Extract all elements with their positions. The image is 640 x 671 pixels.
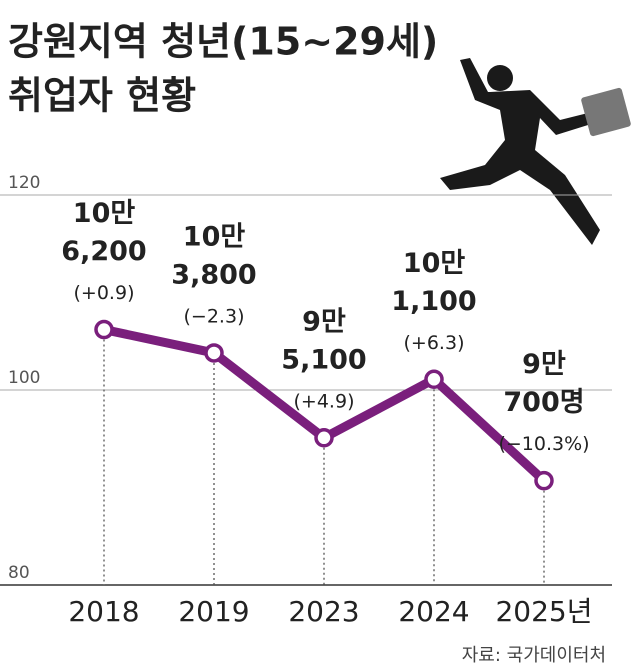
chart-title: 강원지역 청년(15~29세) — [8, 20, 438, 64]
change-label: (+4.9) — [294, 390, 355, 412]
x-tick-label: 2018 — [68, 595, 139, 628]
source: 자료: 국가데이터처 — [462, 645, 606, 666]
point — [424, 369, 444, 390]
point — [314, 428, 334, 448]
point — [94, 319, 114, 340]
point — [534, 470, 554, 491]
point — [204, 343, 224, 363]
x-tick-label: 2023 — [288, 595, 359, 628]
value-label: 9만 — [522, 349, 566, 380]
change-label: (−10.3%) — [498, 433, 589, 455]
x-tick-label: 2019 — [178, 595, 249, 628]
change-label: (+0.9) — [74, 282, 135, 304]
y-tick-label: 100 — [8, 368, 40, 388]
value-label: 5,100 — [281, 344, 366, 375]
value-label: 10만 — [183, 221, 246, 252]
y-tick-label: 80 — [8, 563, 30, 583]
value-label: 700명 — [503, 387, 584, 418]
value-label: 1,100 — [391, 286, 476, 317]
value-label: 3,800 — [171, 259, 256, 290]
value-label: 6,200 — [61, 236, 146, 267]
x-tick-label: 2024 — [398, 595, 469, 628]
value-label: 10만 — [403, 248, 466, 279]
change-label: (+6.3) — [404, 332, 465, 354]
value-label: 9만 — [302, 306, 346, 337]
y-tick-label: 120 — [8, 173, 40, 193]
change-label: (−2.3) — [184, 305, 245, 327]
runner-icon — [440, 58, 631, 245]
chart-title: 취업자 현황 — [8, 74, 196, 118]
x-tick-label: 2025년 — [495, 595, 592, 628]
value-label: 10만 — [73, 198, 136, 229]
